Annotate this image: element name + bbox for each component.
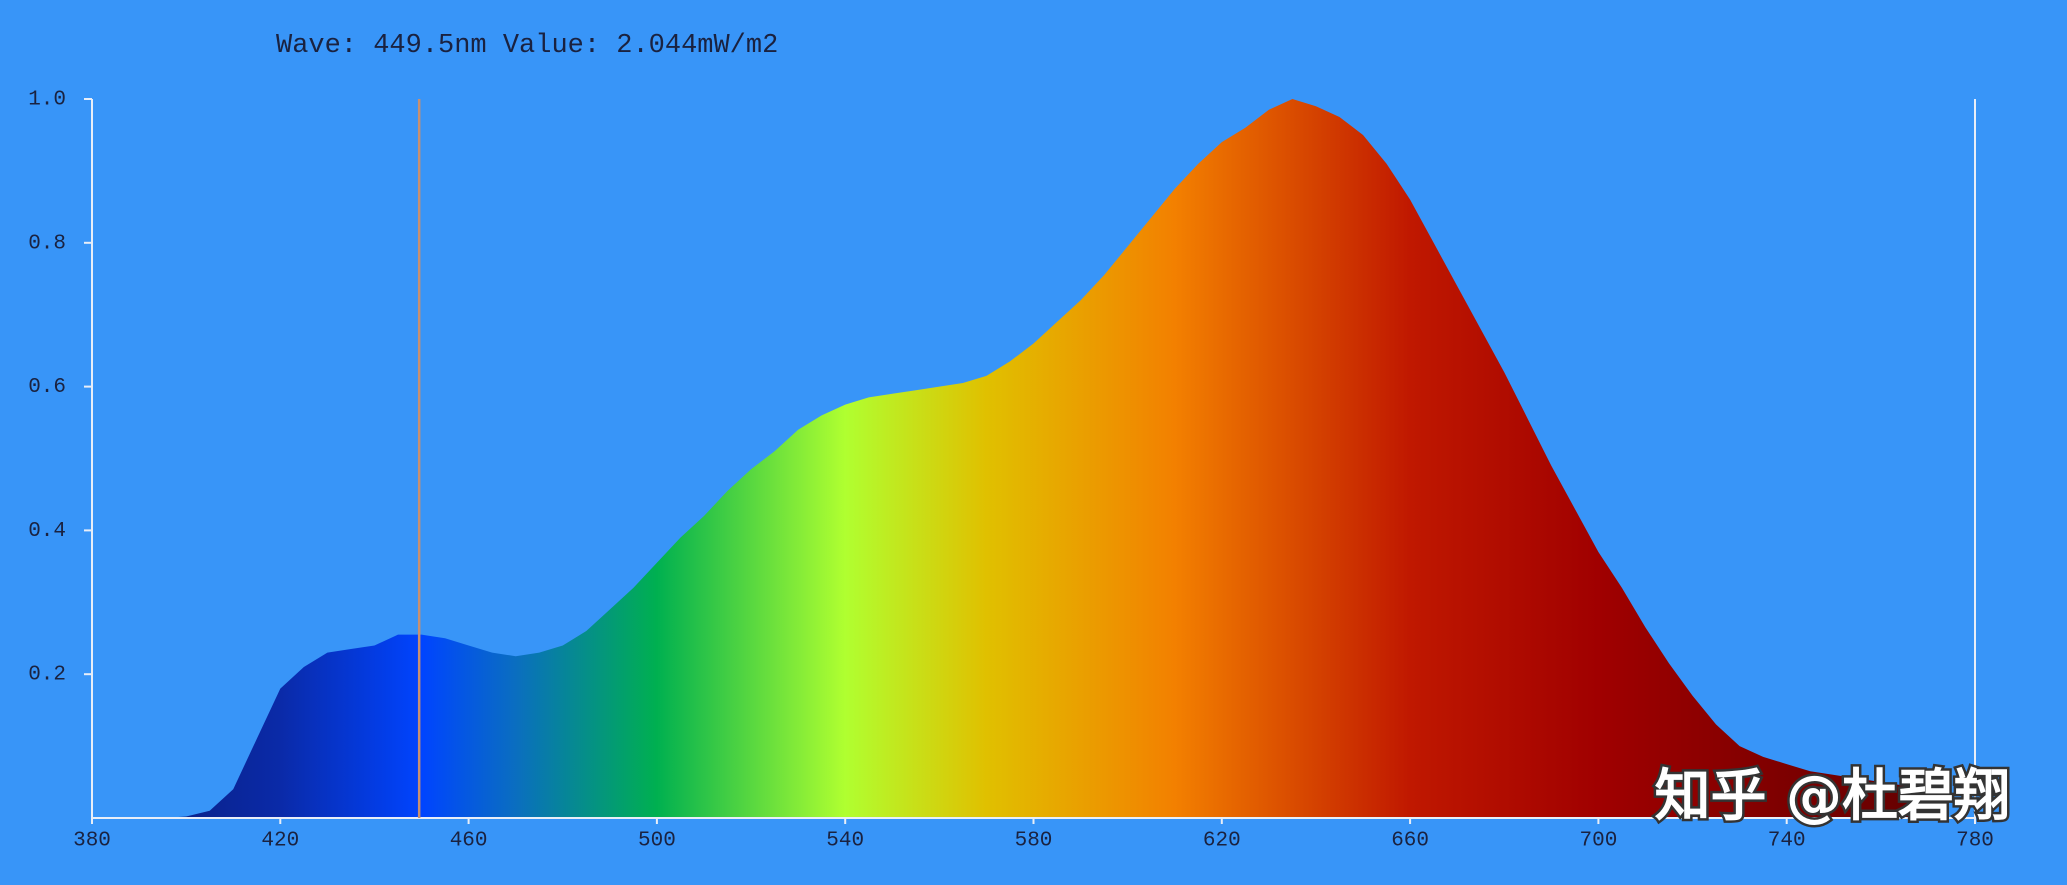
x-tick-label: 660 <box>1391 830 1429 853</box>
watermark: 知乎 @杜碧翔 <box>1655 764 2011 829</box>
y-tick-label: 0.2 <box>28 664 66 687</box>
x-tick-label: 580 <box>1015 830 1053 853</box>
x-tick-label: 380 <box>73 830 111 853</box>
y-tick-label: 0.8 <box>28 232 66 255</box>
plot: 0.2 0.4 0.6 0.8 1.0 380 420 460 500 540 580 620 660 7… <box>28 89 1994 853</box>
y-tick-label: 0.6 <box>28 376 66 399</box>
y-tick-label: 0.4 <box>28 520 66 543</box>
readout: Wave: 449.5nm Value: 2.044mW/m2 <box>276 31 778 61</box>
x-tick-label: 700 <box>1579 830 1617 853</box>
x-tick-label: 620 <box>1203 830 1241 853</box>
x-tick-label: 780 <box>1956 830 1994 853</box>
spectrum-area <box>92 99 1928 818</box>
x-tick-label: 500 <box>638 830 676 853</box>
x-tick-label: 420 <box>261 830 299 853</box>
x-tick-label: 460 <box>450 830 488 853</box>
y-tick-label: 1.0 <box>28 89 66 112</box>
x-tick-label: 740 <box>1768 830 1806 853</box>
x-tick-label: 540 <box>826 830 864 853</box>
